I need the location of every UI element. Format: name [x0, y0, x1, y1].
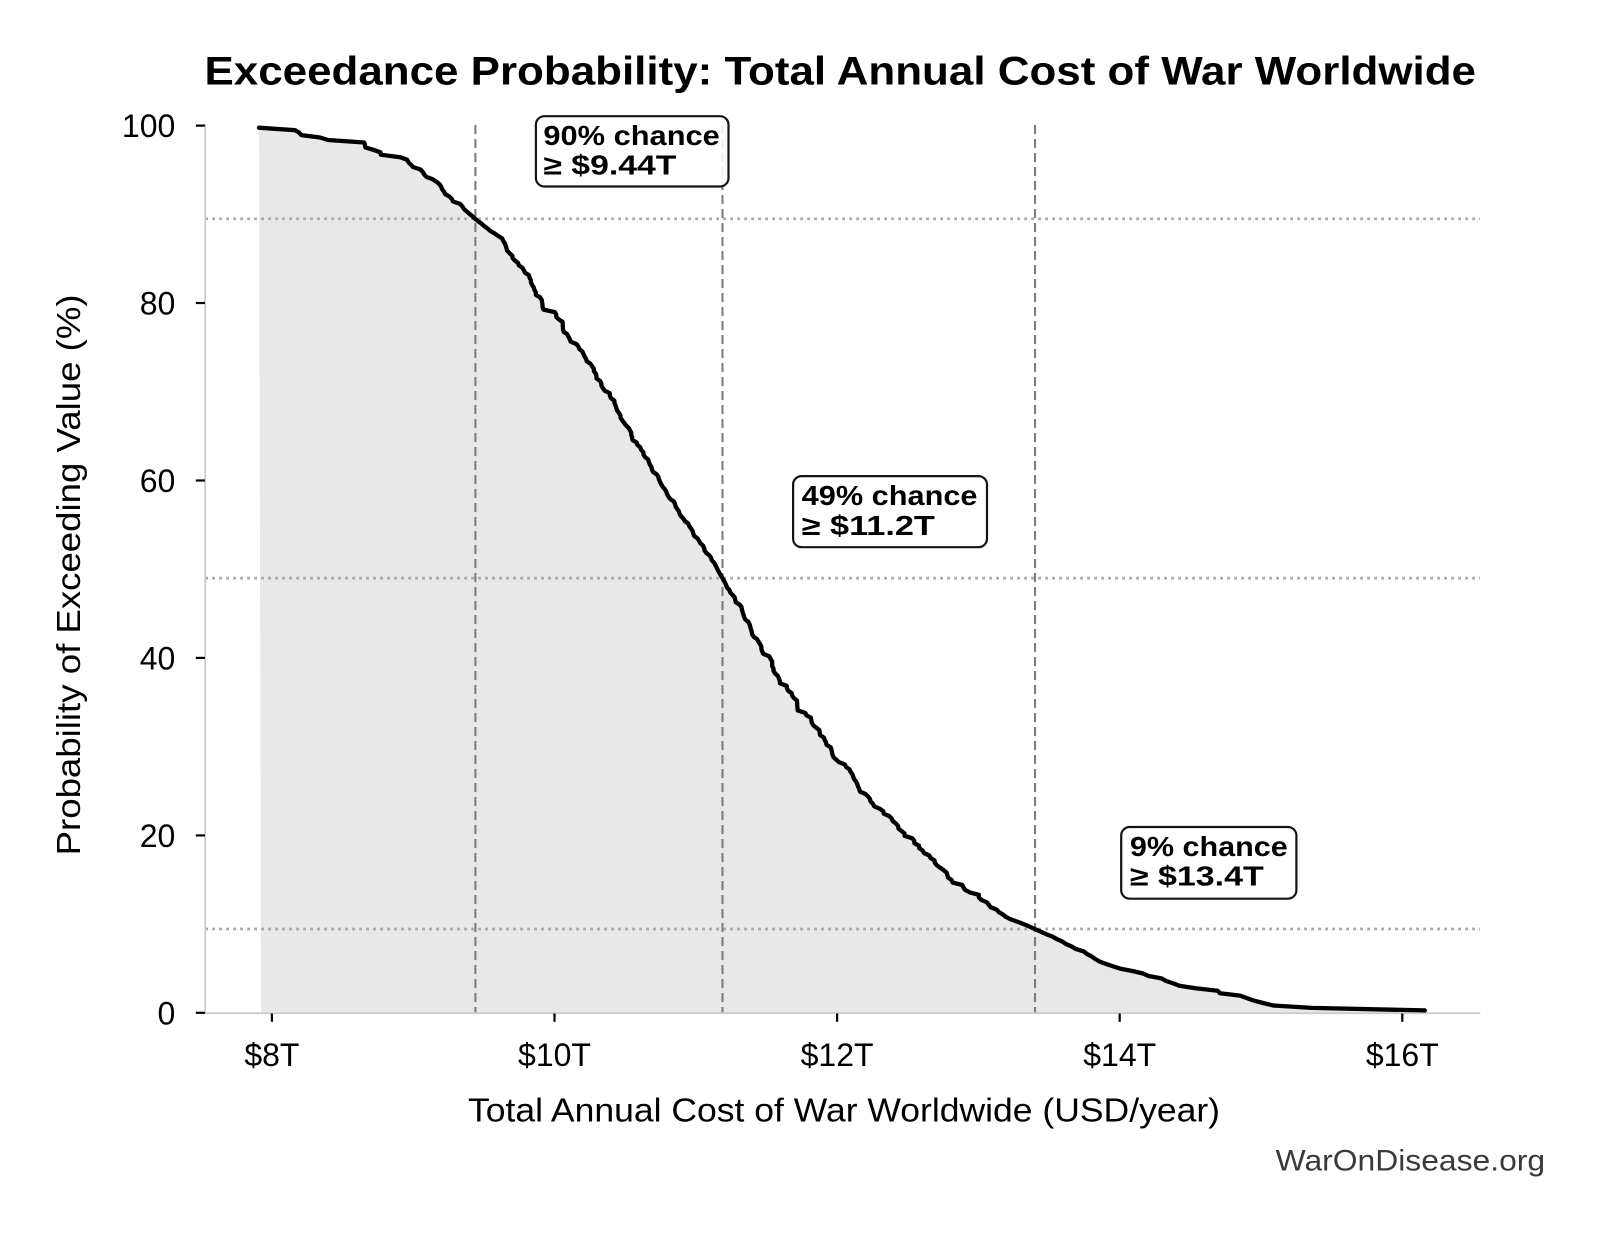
svg-text:90% chance: 90% chance — [543, 120, 719, 151]
svg-text:WarOnDisease.org: WarOnDisease.org — [1276, 1144, 1546, 1177]
svg-text:$14T: $14T — [1083, 1037, 1156, 1073]
svg-text:Total Annual Cost of War World: Total Annual Cost of War Worldwide (USD/… — [468, 1092, 1220, 1129]
svg-text:49% chance: 49% chance — [802, 480, 978, 511]
svg-text:40: 40 — [140, 640, 176, 676]
svg-text:9% chance: 9% chance — [1130, 831, 1288, 862]
svg-text:≥ $11.2T: ≥ $11.2T — [802, 510, 935, 541]
svg-text:20: 20 — [140, 818, 176, 854]
svg-text:$12T: $12T — [801, 1037, 874, 1073]
svg-text:60: 60 — [140, 463, 176, 499]
svg-text:≥ $13.4T: ≥ $13.4T — [1130, 861, 1264, 892]
svg-text:Exceedance Probability: Total: Exceedance Probability: Total Annual Cos… — [205, 49, 1477, 93]
svg-text:100: 100 — [122, 108, 175, 144]
svg-text:$16T: $16T — [1366, 1037, 1439, 1073]
svg-text:80: 80 — [140, 286, 176, 322]
svg-text:0: 0 — [158, 995, 176, 1031]
svg-text:$10T: $10T — [518, 1037, 591, 1073]
svg-text:≥ $9.44T: ≥ $9.44T — [543, 150, 676, 181]
svg-text:$8T: $8T — [244, 1037, 299, 1073]
svg-text:Probability of Exceeding Value: Probability of Exceeding Value (%) — [50, 294, 87, 855]
